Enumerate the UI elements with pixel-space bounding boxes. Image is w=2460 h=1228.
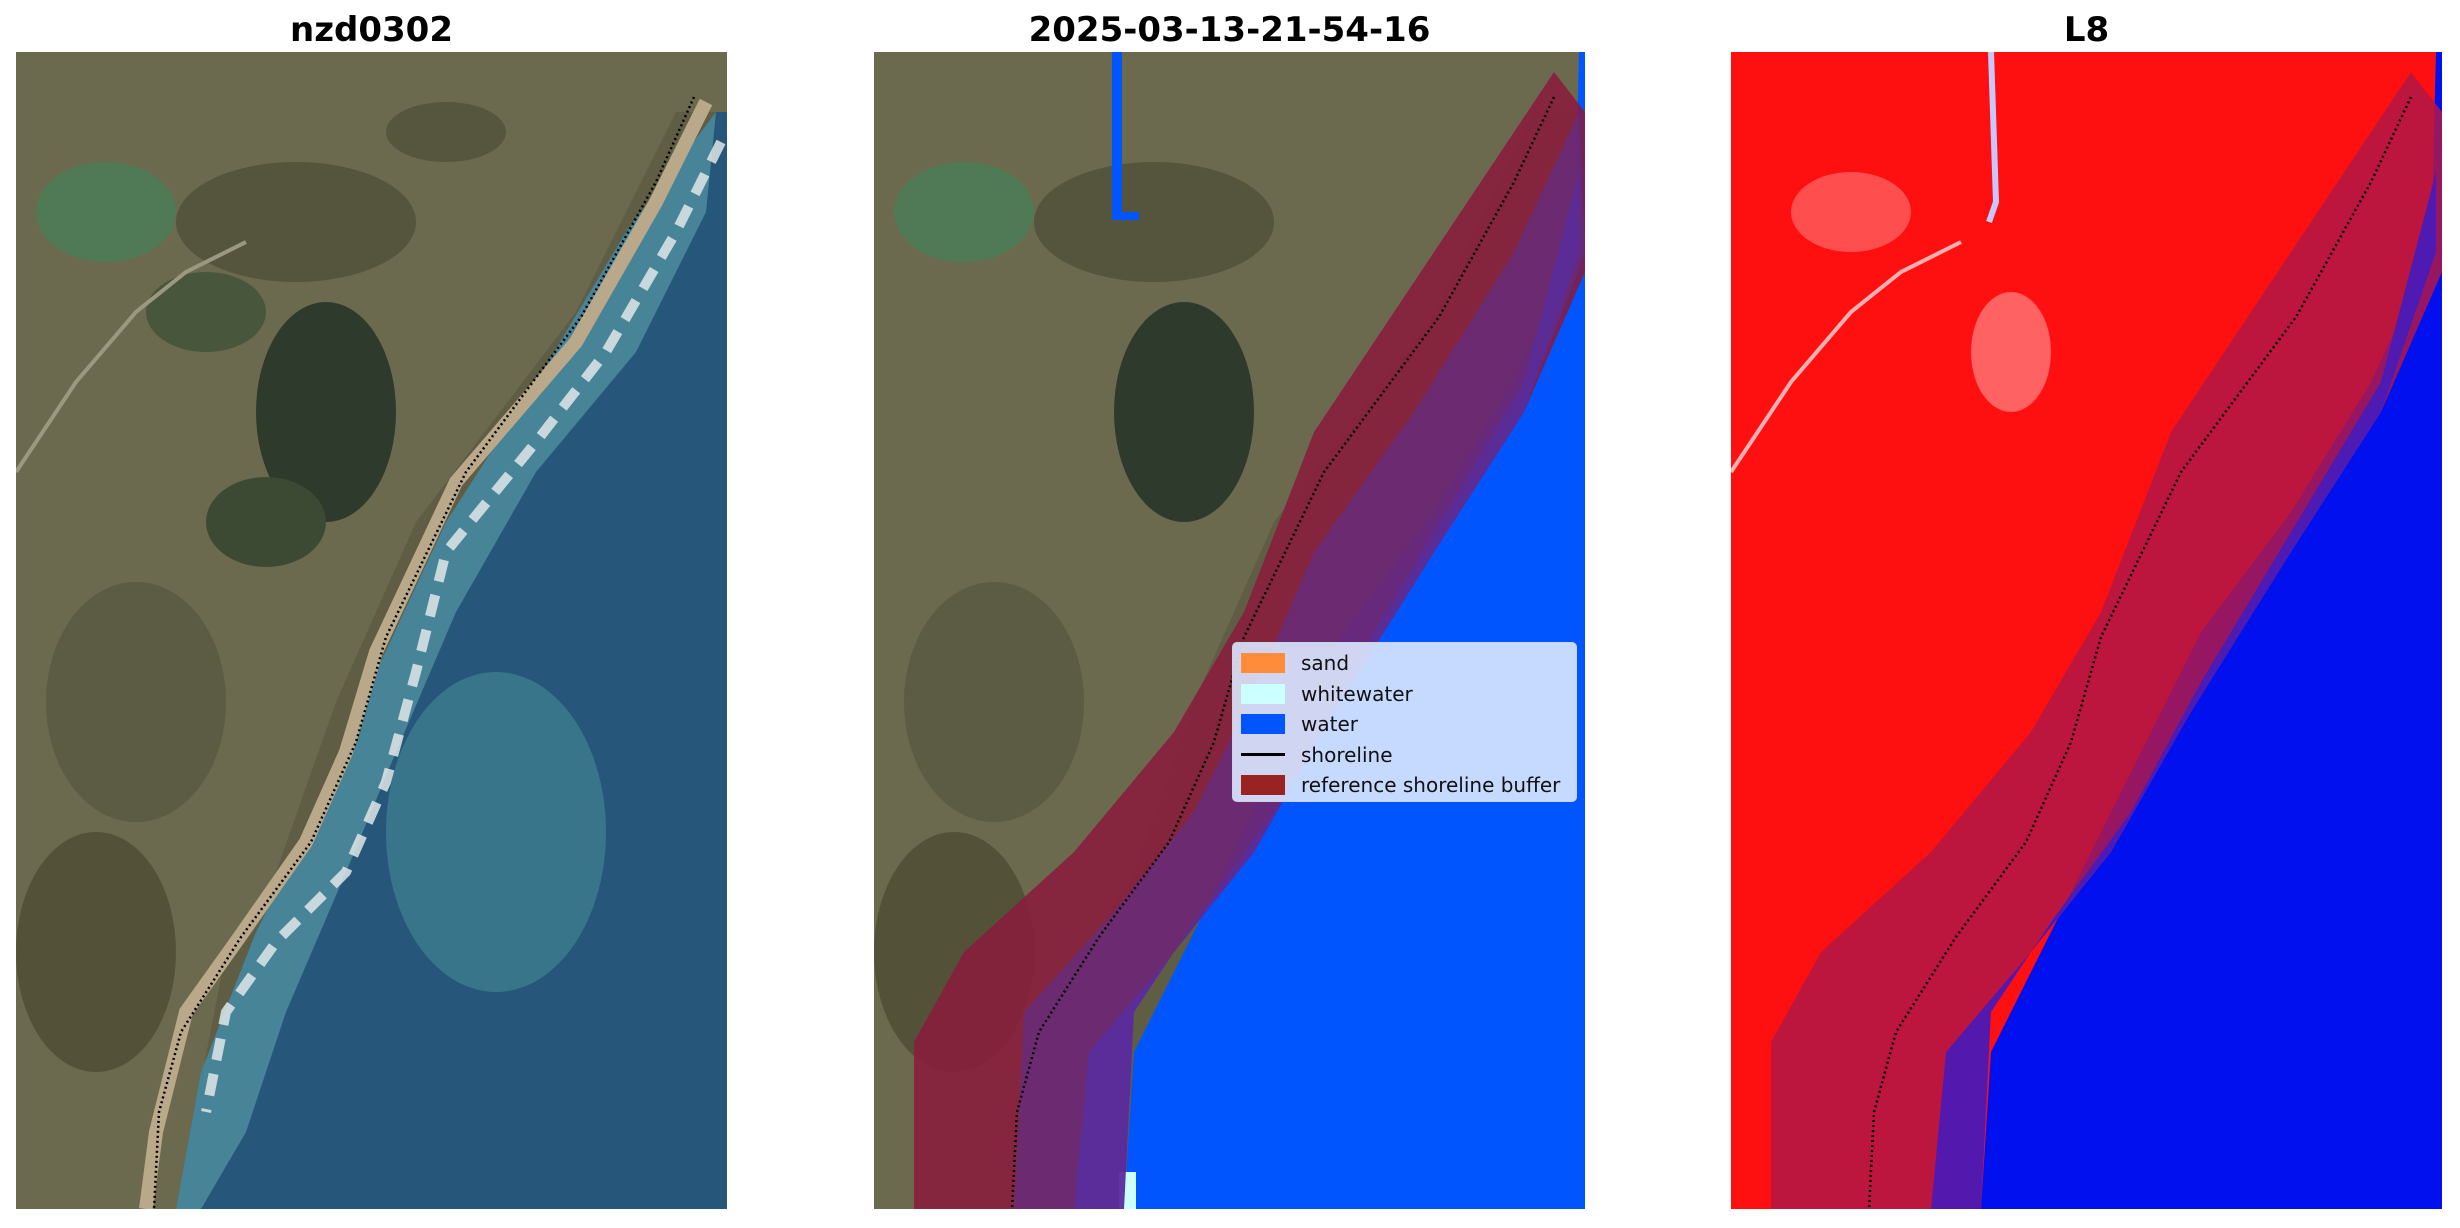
shoreline-trace — [1867, 96, 2413, 1209]
legend-line-shoreline — [1241, 753, 1285, 757]
panel-title-right: L8 — [2063, 10, 2110, 50]
legend-item-whitewater: whitewater — [1241, 679, 1568, 710]
legend-item-shoreline: shoreline — [1241, 740, 1568, 771]
shoreline-trace — [1010, 96, 1556, 1209]
legend-label: water — [1301, 712, 1358, 737]
panel-title-left: nzd0302 — [290, 10, 453, 50]
legend-swatch-buffer — [1241, 775, 1285, 796]
legend-label: whitewater — [1301, 681, 1413, 706]
legend-item-reference-shoreline-buffer: reference shoreline buffer — [1241, 770, 1568, 801]
shoreline-trace — [152, 96, 696, 1209]
index-map-panel — [1731, 52, 2442, 1209]
legend-swatch-water — [1241, 714, 1285, 735]
classification-image — [874, 52, 1585, 1209]
legend: sand whitewater water shoreline referenc… — [1232, 642, 1577, 802]
legend-label: sand — [1301, 651, 1350, 676]
legend-item-sand: sand — [1241, 648, 1568, 679]
satellite-image — [16, 52, 727, 1209]
reference-shoreline-buffer — [914, 72, 1585, 1209]
legend-label: shoreline — [1301, 742, 1393, 767]
legend-item-water: water — [1241, 709, 1568, 740]
legend-swatch-whitewater — [1241, 683, 1285, 704]
legend-label: reference shoreline buffer — [1301, 773, 1561, 798]
satellite-image-panel — [16, 52, 727, 1209]
panel-title-middle: 2025-03-13-21-54-16 — [1028, 10, 1431, 50]
classification-panel — [874, 52, 1585, 1209]
index-map-image — [1731, 52, 2442, 1209]
legend-swatch-sand — [1241, 653, 1285, 674]
